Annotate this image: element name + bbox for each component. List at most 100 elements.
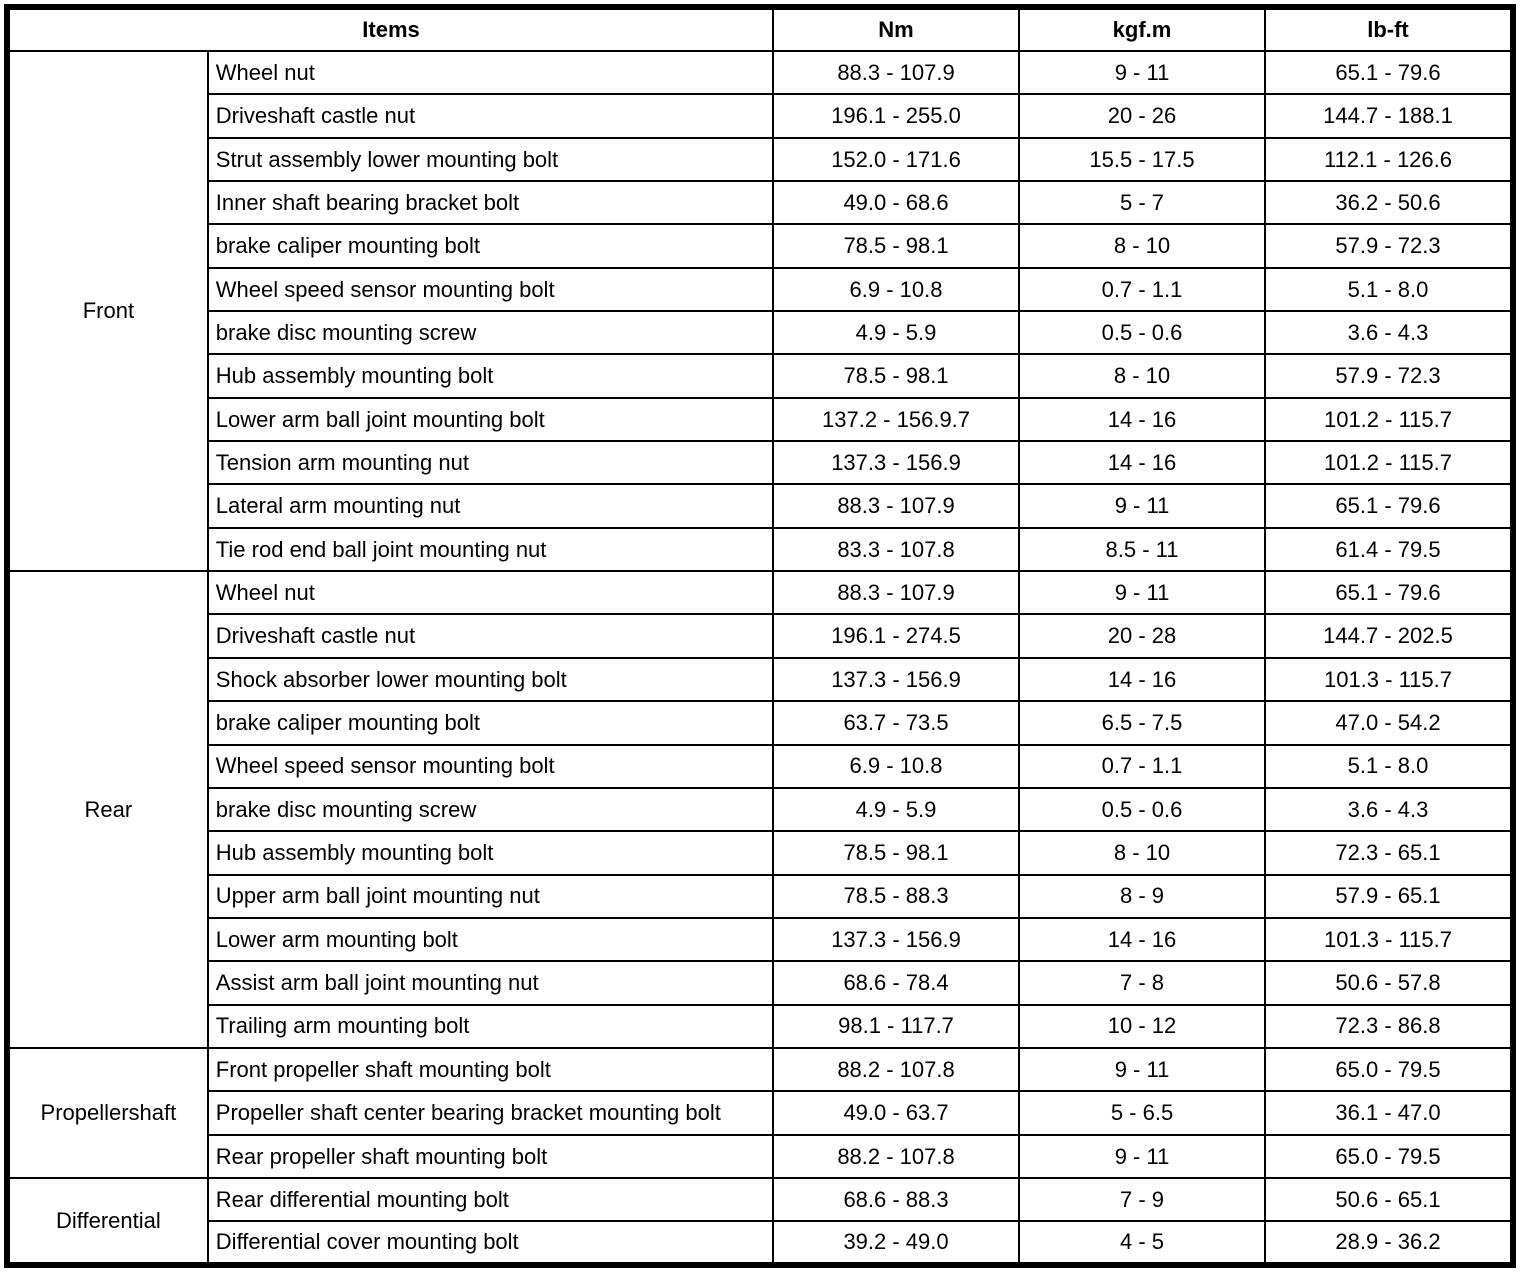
nm-cell: 78.5 - 98.1: [772, 353, 1021, 399]
kgfm-cell: 20 - 26: [1018, 93, 1266, 139]
nm-cell: 88.3 - 107.9: [772, 49, 1021, 96]
nm-cell: 78.5 - 98.1: [772, 830, 1021, 876]
kgfm-cell: 9 - 11: [1018, 483, 1266, 529]
nm-cell: 4.9 - 5.9: [772, 310, 1021, 356]
lbft-cell: 5.1 - 8.0: [1263, 266, 1515, 313]
kgfm-cell: 0.5 - 0.6: [1018, 310, 1266, 356]
table-row: Driveshaft castle nut 196.1 - 255.0 20 - 2…: [7, 93, 1515, 139]
lbft-cell: 3.6 - 4.3: [1263, 786, 1515, 833]
spec-table-body: Front Wheel nut 88.3 - 107.9 9 - 11 65.1 - 7…: [6, 49, 1515, 1267]
nm-cell: 63.7 - 73.5: [772, 700, 1021, 746]
table-row: Propellershaft Front propeller shaft moun…: [6, 1046, 1515, 1179]
table-row: brake caliper mounting bolt 78.5 - 98.1 8 …: [7, 223, 1515, 269]
lbft-cell: 57.9 - 72.3: [1263, 223, 1515, 269]
table-row: Assist arm ball joint mounting nut 68.6 -…: [7, 960, 1515, 1006]
col-header-kgfm: kgf.m: [1018, 6, 1266, 52]
group-label-propellershaft: Propellershaft: [6, 1046, 209, 1179]
group-label-front: Front: [6, 49, 209, 573]
lbft-cell: 72.3 - 65.1: [1263, 830, 1515, 876]
item-cell: brake caliper mounting bolt: [206, 223, 775, 269]
kgfm-cell: 0.7 - 1.1: [1018, 743, 1266, 789]
nm-cell: 4.9 - 5.9: [772, 786, 1021, 833]
nm-cell: 68.6 - 78.4: [772, 960, 1021, 1006]
lbft-cell: 36.2 - 50.6: [1263, 180, 1515, 226]
group-label-rear: Rear: [6, 570, 209, 1049]
table-row: Tension arm mounting nut 137.3 - 156.9 14 …: [7, 440, 1515, 486]
kgfm-cell: 9 - 11: [1018, 1133, 1266, 1179]
lbft-cell: 101.3 - 115.7: [1263, 916, 1515, 963]
item-cell: Driveshaft castle nut: [206, 93, 775, 139]
kgfm-cell: 0.5 - 0.6: [1018, 786, 1266, 833]
lbft-cell: 61.4 - 79.5: [1263, 526, 1515, 573]
lbft-cell: 57.9 - 65.1: [1263, 873, 1515, 919]
lbft-cell: 50.6 - 57.8: [1263, 960, 1515, 1006]
item-cell: Lateral arm mounting nut: [206, 483, 775, 529]
table-row: Differential Rear differential mounting b…: [6, 1176, 1515, 1267]
lbft-cell: 57.9 - 72.3: [1263, 353, 1515, 399]
nm-cell: 137.3 - 156.9: [772, 440, 1021, 486]
kgfm-cell: 5 - 7: [1018, 180, 1266, 226]
table-row: Inner shaft bearing bracket bolt 49.0 - 6…: [7, 180, 1515, 226]
lbft-cell: 65.1 - 79.6: [1263, 570, 1515, 616]
col-header-nm: Nm: [772, 6, 1021, 52]
item-cell: Shock absorber lower mounting bolt: [206, 656, 775, 703]
kgfm-cell: 7 - 9: [1018, 1176, 1266, 1223]
table-row: Rear propeller shaft mounting bolt 88.2 -…: [7, 1133, 1515, 1179]
nm-cell: 83.3 - 107.8: [772, 526, 1021, 573]
nm-cell: 137.3 - 156.9: [772, 656, 1021, 703]
item-cell: Front propeller shaft mounting bolt: [206, 1046, 775, 1093]
lbft-cell: 65.1 - 79.6: [1263, 483, 1515, 529]
nm-cell: 98.1 - 117.7: [772, 1003, 1021, 1049]
kgfm-cell: 14 - 16: [1018, 396, 1266, 443]
item-cell: Wheel nut: [206, 49, 775, 96]
lbft-cell: 28.9 - 36.2: [1263, 1220, 1515, 1266]
nm-cell: 78.5 - 98.1: [772, 223, 1021, 269]
kgfm-cell: 8 - 10: [1018, 353, 1266, 399]
item-cell: Wheel speed sensor mounting bolt: [206, 743, 775, 789]
item-cell: Rear differential mounting bolt: [206, 1176, 775, 1223]
item-cell: Hub assembly mounting bolt: [206, 830, 775, 876]
lbft-cell: 101.2 - 115.7: [1263, 440, 1515, 486]
nm-cell: 78.5 - 88.3: [772, 873, 1021, 919]
item-cell: Strut assembly lower mounting bolt: [206, 136, 775, 183]
torque-spec-table: Items Nm kgf.m lb-ft Front Wheel nut 88.3 …: [4, 4, 1516, 1268]
kgfm-cell: 7 - 8: [1018, 960, 1266, 1006]
table-row: Lateral arm mounting nut 88.3 - 107.9 9 - …: [7, 483, 1515, 529]
item-cell: Inner shaft bearing bracket bolt: [206, 180, 775, 226]
kgfm-cell: 20 - 28: [1018, 613, 1266, 659]
table-row: Front Wheel nut 88.3 - 107.9 9 - 11 65.1 - 7…: [6, 49, 1515, 573]
lbft-cell: 47.0 - 54.2: [1263, 700, 1515, 746]
item-cell: Lower arm mounting bolt: [206, 916, 775, 963]
nm-cell: 49.0 - 68.6: [772, 180, 1021, 226]
lbft-cell: 65.1 - 79.6: [1263, 49, 1515, 96]
table-row: Shock absorber lower mounting bolt 137.3 …: [7, 656, 1515, 703]
lbft-cell: 50.6 - 65.1: [1263, 1176, 1515, 1223]
lbft-cell: 36.1 - 47.0: [1263, 1090, 1515, 1136]
kgfm-cell: 4 - 5: [1018, 1220, 1266, 1266]
lbft-cell: 72.3 - 86.8: [1263, 1003, 1515, 1049]
table-row: Upper arm ball joint mounting nut 78.5 - …: [7, 873, 1515, 919]
nm-cell: 68.6 - 88.3: [772, 1176, 1021, 1223]
item-cell: Propeller shaft center bearing bracket m…: [206, 1090, 775, 1136]
item-cell: brake disc mounting screw: [206, 786, 775, 833]
kgfm-cell: 10 - 12: [1018, 1003, 1266, 1049]
kgfm-cell: 9 - 11: [1018, 570, 1266, 616]
nm-cell: 88.2 - 107.8: [772, 1046, 1021, 1093]
item-cell: Tie rod end ball joint mounting nut: [206, 526, 775, 573]
nm-cell: 137.3 - 156.9: [772, 916, 1021, 963]
nm-cell: 39.2 - 49.0: [772, 1220, 1021, 1266]
nm-cell: 152.0 - 171.6: [772, 136, 1021, 183]
lbft-cell: 65.0 - 79.5: [1263, 1046, 1515, 1093]
item-cell: Assist arm ball joint mounting nut: [206, 960, 775, 1006]
kgfm-cell: 14 - 16: [1018, 916, 1266, 963]
nm-cell: 196.1 - 255.0: [772, 93, 1021, 139]
lbft-cell: 3.6 - 4.3: [1263, 310, 1515, 356]
table-row: Propeller shaft center bearing bracket m…: [7, 1090, 1515, 1136]
nm-cell: 6.9 - 10.8: [772, 266, 1021, 313]
nm-cell: 6.9 - 10.8: [772, 743, 1021, 789]
lbft-cell: 144.7 - 188.1: [1263, 93, 1515, 139]
table-row: brake disc mounting screw 4.9 - 5.9 0.5 - …: [7, 310, 1515, 356]
lbft-cell: 101.2 - 115.7: [1263, 396, 1515, 443]
lbft-cell: 112.1 - 126.6: [1263, 136, 1515, 183]
